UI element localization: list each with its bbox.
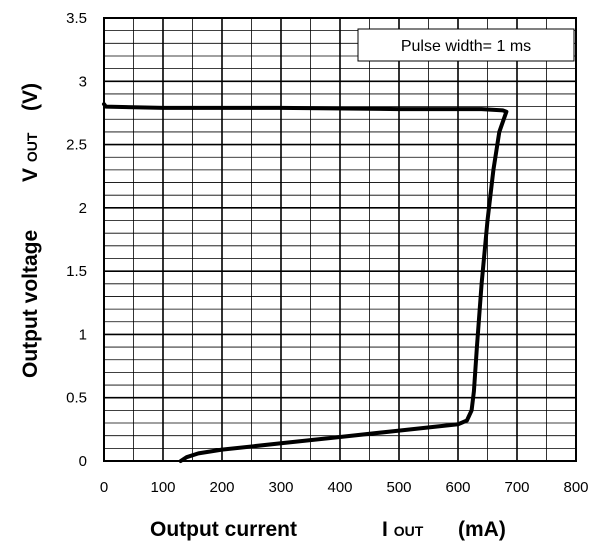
x-axis-unit: (mA) [458, 518, 506, 541]
x-tick-label: 0 [100, 479, 108, 496]
major-gridlines [103, 17, 577, 462]
y-tick-label: 1 [79, 326, 87, 343]
y-axis-symbol: V [19, 168, 42, 182]
x-tick-label: 100 [150, 479, 175, 496]
x-tick-label: 600 [445, 479, 470, 496]
x-tick-labels: 0 100 200 300 400 500 600 700 800 [100, 479, 589, 496]
y-axis-symbol-subscript: OUT [24, 132, 40, 162]
annotation-text: Pulse width= 1 ms [401, 38, 531, 55]
x-axis-title: Output current I OUT (mA) [150, 518, 506, 541]
y-tick-labels: 0 0.5 1 1.5 2 2.5 3 3.5 [66, 10, 87, 470]
annotation-box: Pulse width= 1 ms [357, 28, 575, 62]
y-tick-label: 3.5 [66, 10, 87, 27]
y-axis-title: Output voltage V OUT (V) [19, 83, 42, 378]
x-tick-label: 200 [209, 479, 234, 496]
y-tick-label: 3 [79, 73, 87, 90]
y-tick-label: 2 [79, 200, 87, 217]
y-axis-unit: (V) [19, 83, 42, 111]
y-tick-label: 2.5 [66, 137, 87, 154]
series-line-0 [102, 102, 509, 463]
x-axis-symbol: I [382, 518, 388, 541]
y-axis-title-text: Output voltage [19, 230, 42, 378]
x-axis-title-text: Output current [150, 518, 297, 541]
series-layer [102, 102, 509, 463]
x-tick-label: 400 [327, 479, 352, 496]
x-tick-label: 800 [563, 479, 588, 496]
y-tick-label: 1.5 [66, 263, 87, 280]
x-axis-symbol-subscript: OUT [394, 523, 424, 539]
y-tick-label: 0 [79, 453, 87, 470]
annotation-frame [357, 28, 575, 62]
x-tick-label: 700 [504, 479, 529, 496]
x-tick-label: 500 [386, 479, 411, 496]
plot-frame [103, 17, 577, 462]
x-tick-label: 300 [268, 479, 293, 496]
y-tick-label: 0.5 [66, 390, 87, 407]
